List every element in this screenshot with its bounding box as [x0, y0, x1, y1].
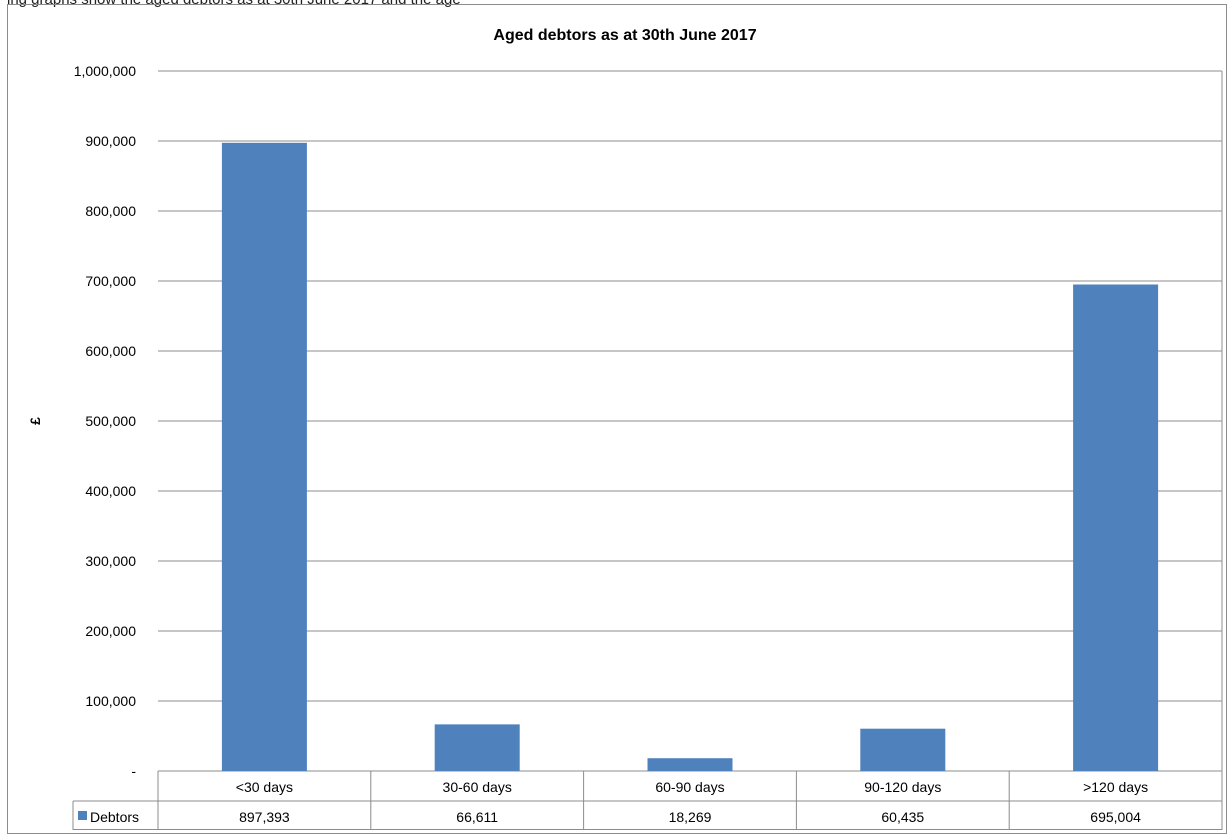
y-tick-label: 800,000: [85, 203, 136, 219]
category-label: <30 days: [236, 779, 293, 795]
data-label: 897,393: [239, 809, 290, 825]
bar-120-days: [1073, 284, 1159, 771]
y-tick-label: 400,000: [85, 483, 136, 499]
y-tick-label: 500,000: [85, 413, 136, 429]
y-tick-label: 600,000: [85, 343, 136, 359]
y-tick-label: 700,000: [85, 273, 136, 289]
gridlines: [158, 70, 1223, 772]
bars: [221, 142, 1159, 772]
y-tick-label: 1,000,000: [74, 63, 136, 79]
category-label: 90-120 days: [864, 779, 941, 795]
y-tick-label: 100,000: [85, 693, 136, 709]
bar-90-120-days: [860, 728, 946, 771]
legend-key-debtors: [78, 811, 87, 820]
chart-title: Aged debtors as at 30th June 2017: [493, 27, 756, 44]
y-tick-label: 300,000: [85, 553, 136, 569]
data-label: 18,269: [669, 809, 712, 825]
y-tick-label: 200,000: [85, 623, 136, 639]
legend-label-debtors: Debtors: [90, 809, 139, 825]
category-label: 60-90 days: [655, 779, 724, 795]
y-tick-label: 900,000: [85, 133, 136, 149]
y-tick-label: -: [131, 763, 136, 779]
y-tick-labels: - 100,000 200,000 300,000 400,000 500,000 600,…: [74, 63, 137, 779]
data-label: 695,004: [1090, 809, 1141, 825]
bar-60-90-days: [647, 758, 733, 771]
y-axis-label: £: [27, 417, 43, 425]
data-table: <30 days 897,393 30-60 days 66,611 60-90 day…: [72, 771, 1223, 830]
bar-30-60-days: [434, 724, 520, 771]
data-label: 66,611: [456, 809, 498, 825]
data-label: 60,435: [881, 809, 924, 825]
category-label: >120 days: [1083, 779, 1148, 795]
bar-30-days: [221, 142, 307, 772]
category-label: 30-60 days: [443, 779, 512, 795]
